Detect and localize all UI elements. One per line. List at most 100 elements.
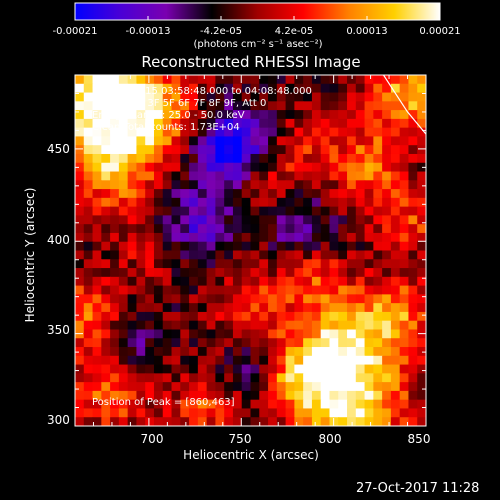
heatmap-cell (276, 276, 287, 287)
heatmap-cell (145, 241, 155, 252)
heatmap-cell (382, 224, 392, 234)
heatmap-cell (285, 75, 295, 85)
heatmap-cell (408, 153, 418, 164)
heatmap-cell (250, 171, 260, 181)
heatmap-cell (382, 373, 392, 383)
heatmap-cell (92, 311, 102, 322)
heatmap-cell (329, 162, 339, 173)
heatmap-cell (311, 145, 322, 155)
heatmap-image (75, 75, 426, 426)
heatmap-cell (92, 92, 102, 102)
heatmap-cell (329, 276, 339, 287)
heatmap-cell (118, 153, 129, 164)
heatmap-cell (136, 232, 146, 243)
heatmap-cell (241, 355, 252, 366)
heatmap-cell (285, 355, 295, 366)
heatmap-cell (355, 355, 366, 366)
heatmap-cell (355, 83, 366, 94)
heatmap-cell (285, 180, 295, 190)
heatmap-cell (250, 83, 260, 94)
heatmap-cell (355, 417, 366, 426)
heatmap-cell (373, 250, 383, 260)
heatmap-cell (364, 224, 374, 234)
heatmap-cell (118, 399, 129, 410)
heatmap-cell (355, 329, 366, 339)
heatmap-cell (338, 145, 348, 155)
heatmap-cell (311, 390, 322, 401)
heatmap-cell (171, 294, 181, 304)
heatmap-cell (382, 180, 392, 190)
heatmap-cell (206, 127, 217, 138)
heatmap-cell (399, 75, 410, 85)
heatmap-cell (276, 224, 287, 234)
heatmap-cell (215, 197, 225, 208)
heatmap-cell (197, 408, 208, 418)
heatmap-cell (294, 268, 304, 278)
heatmap-cell (101, 189, 111, 199)
heatmap-cell (294, 355, 304, 366)
heatmap-cell (101, 171, 111, 181)
heatmap-cell (329, 232, 339, 243)
heatmap-cell (215, 189, 225, 199)
heatmap-cell (329, 101, 339, 111)
heatmap-cell (390, 232, 401, 243)
heatmap-cell (390, 408, 401, 418)
heatmap-cell (338, 373, 348, 383)
heatmap-cell (355, 294, 366, 304)
heatmap-cell (364, 364, 374, 374)
heatmap-cell (303, 276, 313, 287)
heatmap-cell (153, 408, 164, 418)
heatmap-cell (259, 399, 269, 410)
heatmap-cell (276, 145, 287, 155)
heatmap-cell (224, 311, 234, 322)
heatmap-cell (338, 83, 348, 94)
heatmap-cell (303, 197, 313, 208)
heatmap-cell (75, 276, 85, 287)
heatmap-cell (320, 311, 331, 322)
heatmap-cell (320, 259, 331, 269)
heatmap-cell (329, 197, 339, 208)
heatmap-cell (136, 303, 146, 313)
heatmap-cell (215, 320, 225, 331)
heatmap-cell (118, 110, 129, 120)
heatmap-cell (399, 373, 410, 383)
heatmap-cell (355, 145, 366, 155)
heatmap-cell (75, 259, 85, 269)
heatmap-cell (189, 110, 199, 120)
heatmap-cell (92, 268, 102, 278)
heatmap-cell (136, 259, 146, 269)
heatmap-cell (408, 197, 418, 208)
heatmap-cell (215, 303, 225, 313)
heatmap-cell (197, 206, 208, 217)
heatmap-cell (136, 399, 146, 410)
heatmap-cell (83, 171, 94, 181)
heatmap-cell (250, 241, 260, 252)
heatmap-cell (373, 180, 383, 190)
heatmap-cell (303, 162, 313, 173)
heatmap-cell (83, 92, 94, 102)
heatmap-cell (145, 364, 155, 374)
heatmap-cell (153, 285, 164, 295)
heatmap-cell (241, 259, 252, 269)
heatmap-cell (75, 294, 85, 304)
heatmap-cell (390, 373, 401, 383)
heatmap-cell (197, 303, 208, 313)
heatmap-cell (75, 390, 85, 401)
heatmap-cell (110, 276, 120, 287)
heatmap-cell (215, 180, 225, 190)
heatmap-cell (355, 276, 366, 287)
heatmap-cell (101, 355, 111, 366)
heatmap-cell (118, 276, 129, 287)
heatmap-cell (110, 206, 120, 217)
heatmap-cell (259, 118, 269, 129)
heatmap-cell (189, 118, 199, 129)
heatmap-cell (338, 320, 348, 331)
heatmap-cell (338, 364, 348, 374)
heatmap-cell (285, 232, 295, 243)
heatmap-cell (75, 320, 85, 331)
heatmap-cell (250, 329, 260, 339)
heatmap-cell (118, 303, 129, 313)
heatmap-cell (224, 224, 234, 234)
heatmap-cell (268, 294, 278, 304)
heatmap-cell (180, 83, 190, 94)
